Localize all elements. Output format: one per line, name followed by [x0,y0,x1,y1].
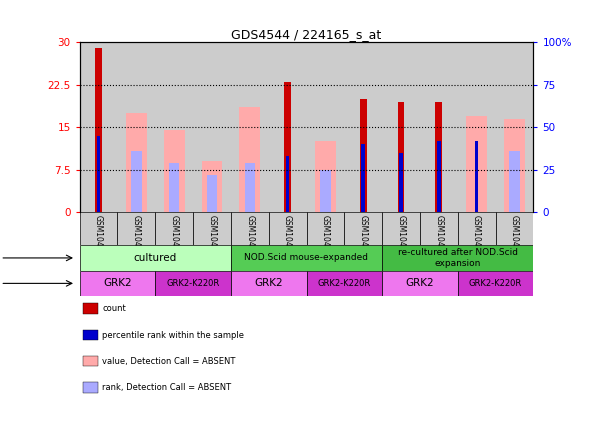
Bar [435,102,442,212]
Bar [458,42,495,212]
Text: GRK2-K220R: GRK2-K220R [469,279,522,288]
Bar [231,245,382,271]
Bar [126,113,147,212]
Bar [399,153,403,212]
Bar [169,163,180,212]
Bar [495,42,533,212]
Text: GRK2: GRK2 [406,278,434,288]
Bar [458,271,533,296]
Bar [458,212,495,245]
Text: GSM1049711: GSM1049711 [359,214,368,266]
Text: GRK2-K220R: GRK2-K220R [167,279,219,288]
Text: GSM1049709: GSM1049709 [283,214,292,266]
Bar [286,156,289,212]
Bar [268,212,306,245]
Text: GRK2-K220R: GRK2-K220R [318,279,371,288]
Bar [193,42,231,212]
Text: rank, Detection Call = ABSENT: rank, Detection Call = ABSENT [102,383,232,392]
Bar [315,141,336,212]
Text: GSM1049713: GSM1049713 [132,214,141,266]
Bar [164,130,185,212]
Title: GDS4544 / 224165_s_at: GDS4544 / 224165_s_at [231,28,382,41]
Bar [231,42,268,212]
Bar [231,212,268,245]
Text: GSM1049717: GSM1049717 [434,214,443,266]
Text: GRK2: GRK2 [103,278,132,288]
Bar [437,141,441,212]
Bar [345,42,382,212]
Bar [504,118,525,212]
Bar [80,42,118,212]
Text: GSM1049718: GSM1049718 [472,214,481,266]
Text: GSM1049708: GSM1049708 [245,214,254,266]
Text: count: count [102,304,126,313]
Bar [474,141,479,212]
Bar [155,42,193,212]
Bar [361,144,365,212]
Bar [306,271,382,296]
Bar [284,82,291,212]
Bar [360,99,367,212]
Bar [382,271,458,296]
Bar [80,212,118,245]
Bar [240,107,260,212]
Bar [320,170,330,212]
Bar [193,212,231,245]
Bar [345,212,382,245]
Bar [97,136,101,212]
Bar [155,212,193,245]
Bar [420,42,458,212]
Bar [207,175,217,212]
Text: re-cultured after NOD.Scid
expansion: re-cultured after NOD.Scid expansion [398,248,518,268]
Bar [509,151,520,212]
Bar [306,42,345,212]
Bar [398,102,405,212]
Bar [155,271,231,296]
Bar [118,42,155,212]
Bar [382,212,420,245]
Bar [80,271,155,296]
Bar [80,245,231,271]
Text: GSM1049710: GSM1049710 [321,214,330,266]
Text: percentile rank within the sample: percentile rank within the sample [102,330,245,340]
Bar [420,212,458,245]
Text: value, Detection Call = ABSENT: value, Detection Call = ABSENT [102,357,236,366]
Bar [306,212,345,245]
Text: GSM1049719: GSM1049719 [510,214,519,266]
Bar [245,163,255,212]
Bar [202,161,223,212]
Bar [495,212,533,245]
Text: GSM1049715: GSM1049715 [207,214,216,266]
Bar [95,48,102,212]
Text: GSM1049714: GSM1049714 [170,214,179,266]
Text: GSM1049712: GSM1049712 [94,214,103,266]
Bar [382,42,420,212]
Bar [231,271,306,296]
Text: GSM1049716: GSM1049716 [397,214,406,266]
Bar [118,212,155,245]
Bar [466,116,487,212]
Text: cultured: cultured [134,253,177,263]
Text: NOD.Scid mouse-expanded: NOD.Scid mouse-expanded [245,253,368,262]
Text: GRK2: GRK2 [254,278,283,288]
Bar [382,245,533,271]
Bar [131,151,142,212]
Bar [268,42,306,212]
